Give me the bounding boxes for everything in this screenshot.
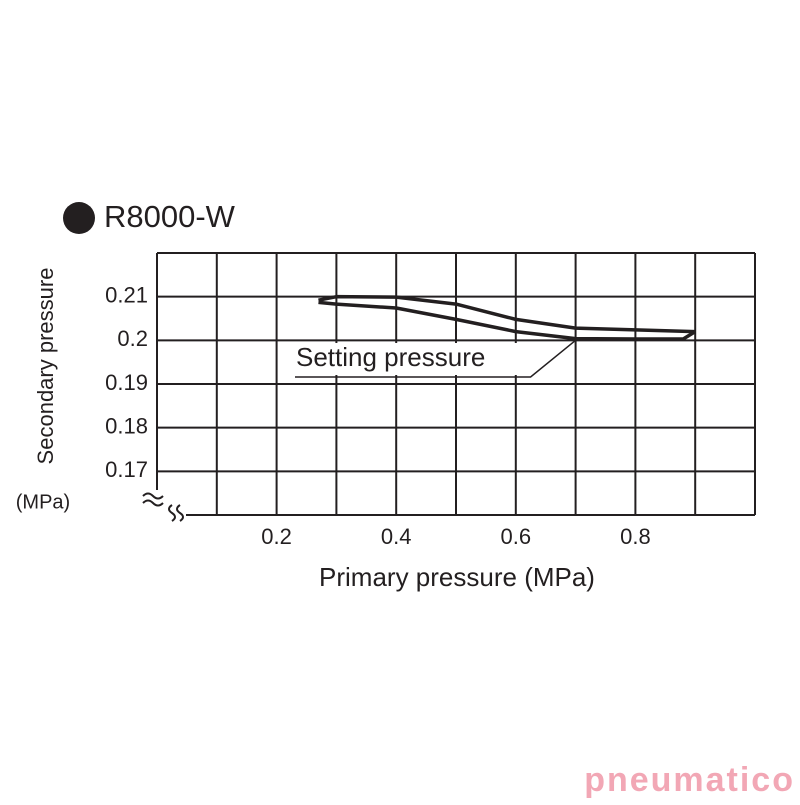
watermark: pneumatico xyxy=(584,761,795,799)
break-wave xyxy=(142,492,164,500)
annotation-leader xyxy=(295,339,577,378)
x-tick-label: 0.2 xyxy=(261,524,292,549)
y-tick-label: 0.2 xyxy=(117,326,148,351)
x-axis-label: Primary pressure (MPa) xyxy=(319,562,595,592)
break-wave xyxy=(176,504,184,522)
break-wave xyxy=(168,504,176,522)
title-bullet xyxy=(63,202,95,234)
y-tick-label: 0.17 xyxy=(105,457,148,482)
x-tick-label: 0.6 xyxy=(501,524,532,549)
x-tick-label: 0.4 xyxy=(381,524,412,549)
annotation: Setting pressure xyxy=(296,342,485,372)
y-tick-label: 0.18 xyxy=(105,413,148,438)
y-tick-label: 0.21 xyxy=(105,282,148,307)
break-wave xyxy=(142,499,164,507)
curve xyxy=(318,294,696,334)
y-tick-label: 0.19 xyxy=(105,370,148,395)
annotation-bg xyxy=(294,343,530,375)
y-axis-unit: (MPa) xyxy=(16,491,70,513)
curve xyxy=(318,300,697,341)
x-tick-label: 0.8 xyxy=(620,524,651,549)
axis-break xyxy=(142,492,184,522)
y-axis-label: Secondary pressure xyxy=(33,268,58,465)
chart-title: R8000-W xyxy=(104,199,236,234)
